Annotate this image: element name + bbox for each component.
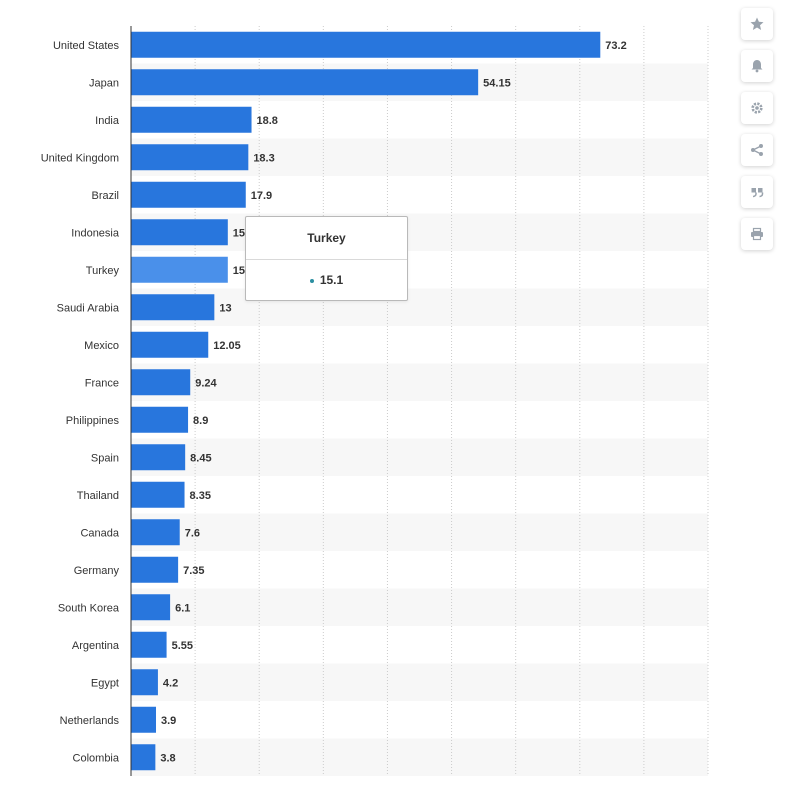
tooltip-value: 15.1 xyxy=(319,273,344,287)
tooltip-value-row: 15.1 xyxy=(246,260,407,300)
category-label: Indonesia xyxy=(71,227,120,239)
quote-icon xyxy=(751,188,764,198)
value-label: 8.45 xyxy=(190,452,211,464)
value-label: 7.6 xyxy=(185,527,200,539)
favorite-button[interactable] xyxy=(741,8,773,40)
tooltip: Turkey 15.1 xyxy=(245,216,408,301)
bar[interactable] xyxy=(131,294,215,321)
bell-icon xyxy=(751,60,763,73)
print-button[interactable] xyxy=(741,218,773,250)
bar[interactable] xyxy=(131,706,157,733)
value-label: 18.8 xyxy=(257,115,278,127)
value-label: 6.1 xyxy=(175,602,190,614)
bar[interactable] xyxy=(131,631,167,658)
bar[interactable] xyxy=(131,331,209,358)
bar[interactable] xyxy=(131,556,179,583)
bar[interactable] xyxy=(131,444,186,471)
value-label: 54.15 xyxy=(483,77,511,89)
category-label: Netherlands xyxy=(60,715,120,727)
category-label: United Kingdom xyxy=(41,152,119,164)
chart-toolbar xyxy=(741,8,775,260)
category-label: Thailand xyxy=(77,490,119,502)
value-label: 17.9 xyxy=(251,190,272,202)
share-button[interactable] xyxy=(741,134,773,166)
category-label: India xyxy=(95,115,120,127)
row-band xyxy=(131,738,708,776)
category-label: Argentina xyxy=(72,640,120,652)
category-label: Saudi Arabia xyxy=(57,302,120,314)
category-label: Mexico xyxy=(84,340,119,352)
star-icon xyxy=(750,17,764,30)
value-label: 3.8 xyxy=(160,752,175,764)
value-label: 18.3 xyxy=(253,152,274,164)
bar[interactable] xyxy=(131,369,191,396)
value-label: 8.35 xyxy=(190,490,211,502)
category-label: Philippines xyxy=(66,415,120,427)
tooltip-series-dot xyxy=(309,278,314,283)
bar[interactable] xyxy=(131,406,189,433)
category-label: Brazil xyxy=(91,190,119,202)
bar[interactable] xyxy=(131,256,228,283)
notification-button[interactable] xyxy=(741,50,773,82)
value-label: 15 xyxy=(233,227,245,239)
category-label: Japan xyxy=(89,77,119,89)
row-band xyxy=(131,438,708,476)
category-label: Canada xyxy=(80,527,119,539)
cite-button[interactable] xyxy=(741,176,773,208)
category-label: Spain xyxy=(91,452,119,464)
bar[interactable] xyxy=(131,144,249,171)
settings-button[interactable] xyxy=(741,92,773,124)
value-label: 5.55 xyxy=(172,640,193,652)
share-icon xyxy=(751,144,763,156)
value-label: 12.05 xyxy=(213,340,241,352)
value-label: 4.2 xyxy=(163,677,178,689)
tooltip-title: Turkey xyxy=(246,217,407,260)
bar[interactable] xyxy=(131,481,185,508)
value-label: 3.9 xyxy=(161,715,176,727)
category-label: South Korea xyxy=(58,602,120,614)
row-band xyxy=(131,588,708,626)
category-label: France xyxy=(85,377,119,389)
category-label: United States xyxy=(53,40,120,52)
bar[interactable] xyxy=(131,31,601,58)
bar[interactable] xyxy=(131,744,156,771)
category-label: Colombia xyxy=(73,752,120,764)
category-label: Turkey xyxy=(86,265,120,277)
row-band xyxy=(131,663,708,701)
bar[interactable] xyxy=(131,669,158,696)
bar[interactable] xyxy=(131,69,479,96)
row-band xyxy=(131,513,708,551)
value-label: 7.35 xyxy=(183,565,204,577)
bar[interactable] xyxy=(131,181,246,208)
category-label: Egypt xyxy=(91,677,119,689)
bar[interactable] xyxy=(131,594,171,621)
category-label: Germany xyxy=(74,565,120,577)
value-label: 8.9 xyxy=(193,415,208,427)
bar[interactable] xyxy=(131,519,180,546)
print-icon xyxy=(751,227,763,241)
value-label: 15 xyxy=(233,265,245,277)
gear-icon xyxy=(751,102,763,114)
value-label: 73.2 xyxy=(605,40,626,52)
bar[interactable] xyxy=(131,219,228,246)
value-label: 9.24 xyxy=(195,377,217,389)
value-label: 13 xyxy=(219,302,231,314)
row-band xyxy=(131,288,708,326)
row-band xyxy=(131,363,708,401)
bar[interactable] xyxy=(131,106,252,133)
